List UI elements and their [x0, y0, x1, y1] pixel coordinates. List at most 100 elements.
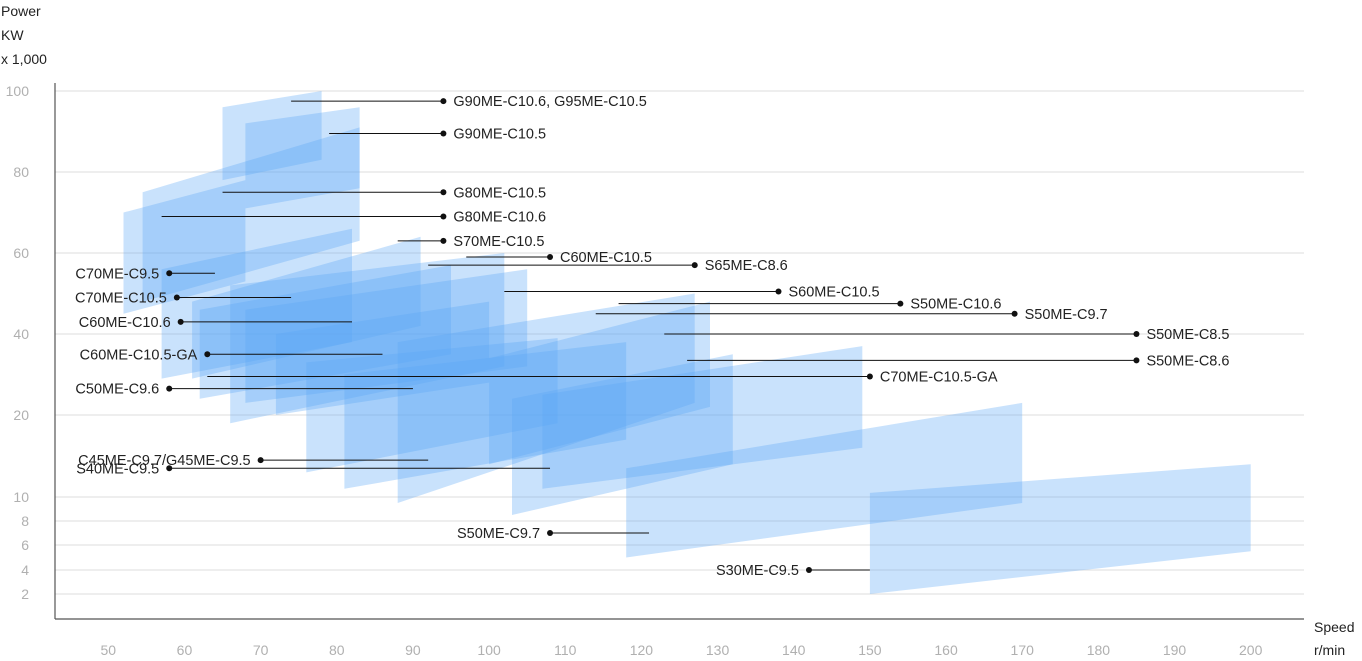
y-tick-label: 40 — [13, 326, 29, 342]
leader-dot — [166, 270, 173, 277]
engine-layout-band — [199, 265, 451, 399]
y-tick-label: 60 — [13, 245, 29, 261]
x-tick-label: 90 — [405, 642, 421, 658]
x-tick-label: 60 — [177, 642, 193, 658]
x-tick-label: 200 — [1239, 642, 1263, 658]
engine-layout-band — [192, 236, 421, 379]
y-tick-label: 8 — [21, 513, 29, 529]
engine-label: S60ME-C10.5 — [789, 284, 880, 300]
engine-layout-band — [123, 180, 246, 314]
engine-layout-band — [344, 342, 627, 489]
x-axis-title-line-2: r/min — [1314, 642, 1345, 658]
engine-label: C60ME-C10.5 — [560, 250, 652, 266]
engine-layout-band — [489, 301, 710, 465]
grid-lines — [55, 90, 1304, 595]
engine-label: C70ME-C9.5 — [75, 266, 159, 282]
tick-labels: 2 4 6 8 10 20 40 60 80 100 50 60 70 80 90 100 110 120 130 1… — [6, 83, 1263, 658]
leader-dot — [204, 351, 211, 358]
engine-layout-band — [397, 293, 695, 503]
engine-layout-band — [222, 91, 322, 181]
leader-dot — [1133, 357, 1140, 364]
leader-lines — [161, 98, 1140, 573]
engine-layout-bands — [123, 91, 1251, 594]
leader-dot — [547, 530, 554, 536]
engine-label: S50ME-C9.7 — [457, 526, 540, 542]
engine-layout-band — [512, 354, 733, 515]
engine-label: C60ME-C10.5-GA — [80, 347, 198, 363]
leader-dot — [166, 465, 173, 472]
engine-label: S50ME-C9.7 — [1025, 307, 1108, 323]
engine-layout-band — [245, 269, 528, 403]
engine-label: S40ME-C9.5 — [76, 461, 159, 477]
x-tick-label: 80 — [329, 642, 345, 658]
engine-layout-band — [275, 301, 490, 415]
engine-label: S30ME-C9.5 — [716, 563, 799, 579]
leader-dot — [440, 237, 447, 244]
engine-label: C45ME-C9.7/G45ME-C9.5 — [78, 453, 250, 469]
x-tick-label: 180 — [1087, 642, 1111, 658]
leader-dot — [691, 262, 698, 269]
leader-dot — [440, 130, 447, 137]
leader-dot — [805, 567, 812, 573]
engine-layout-band — [306, 338, 558, 473]
engine-label: C70ME-C10.5-GA — [880, 370, 998, 386]
engine-layout-band — [230, 253, 505, 424]
x-tick-label: 160 — [934, 642, 958, 658]
engine-label: S50ME-C8.6 — [1146, 353, 1229, 369]
engine-label: S70ME-C10.5 — [453, 234, 544, 250]
leader-dot — [1133, 331, 1140, 337]
leader-dot — [897, 300, 904, 307]
leader-dot — [440, 98, 447, 105]
engine-layout-band — [626, 402, 1023, 558]
engine-label: C50ME-C9.6 — [75, 382, 159, 398]
leader-dot — [173, 294, 180, 301]
y-tick-label: 6 — [21, 537, 29, 553]
engine-label: G80ME-C10.5 — [453, 185, 546, 201]
y-tick-label: 10 — [13, 489, 29, 505]
y-axis-title-line-1: Power — [1, 3, 41, 19]
x-tick-label: 140 — [782, 642, 806, 658]
leader-dot — [866, 373, 873, 380]
engine-layout-band — [161, 228, 352, 379]
y-tick-label: 2 — [21, 586, 29, 602]
y-tick-label: 4 — [21, 562, 29, 578]
leader-dot — [1011, 310, 1018, 317]
leader-dot — [440, 189, 447, 196]
leader-dot — [440, 213, 447, 220]
engine-label: G90ME-C10.6, G95ME-C10.5 — [453, 94, 646, 110]
y-axis-title-line-2: KW — [1, 27, 24, 43]
x-tick-label: 70 — [253, 642, 269, 658]
x-tick-label: 130 — [706, 642, 730, 658]
x-tick-label: 190 — [1163, 642, 1187, 658]
x-tick-label: 110 — [554, 642, 577, 658]
engine-labels: G90ME-C10.6, G95ME-C10.5 G90ME-C10.5 G80ME… — [75, 94, 1229, 579]
x-tick-label: 170 — [1011, 642, 1035, 658]
engine-layout-band — [245, 107, 360, 209]
leader-dot — [547, 254, 554, 261]
engine-label: G90ME-C10.5 — [453, 127, 546, 143]
engine-layout-band — [542, 346, 863, 489]
y-tick-label: 100 — [6, 83, 30, 99]
x-tick-label: 150 — [858, 642, 882, 658]
engine-label: S65ME-C8.6 — [705, 258, 788, 274]
engine-layout-band — [869, 464, 1251, 594]
x-tick-label: 120 — [630, 642, 654, 658]
x-tick-label: 50 — [101, 642, 117, 658]
y-axis-title-line-3: x 1,000 — [1, 51, 47, 67]
x-axis-title-line-1: Speed — [1314, 619, 1354, 635]
leader-dot — [257, 457, 264, 464]
leader-dot — [166, 385, 173, 392]
engine-label: G80ME-C10.6 — [453, 210, 546, 226]
engine-label: S50ME-C10.6 — [910, 297, 1001, 313]
engine-layout-band — [142, 127, 360, 302]
x-tick-label: 100 — [477, 642, 501, 658]
engine-label: C70ME-C10.5 — [75, 291, 167, 307]
y-tick-label: 80 — [13, 164, 29, 180]
leader-dot — [775, 288, 782, 295]
axes — [54, 83, 1304, 620]
axis-titles: Power KW x 1,000 Speed r/min — [1, 3, 1354, 658]
engine-label: C60ME-C10.6 — [79, 315, 171, 331]
engine-label: S50ME-C8.5 — [1146, 327, 1229, 343]
y-tick-label: 20 — [13, 407, 29, 423]
